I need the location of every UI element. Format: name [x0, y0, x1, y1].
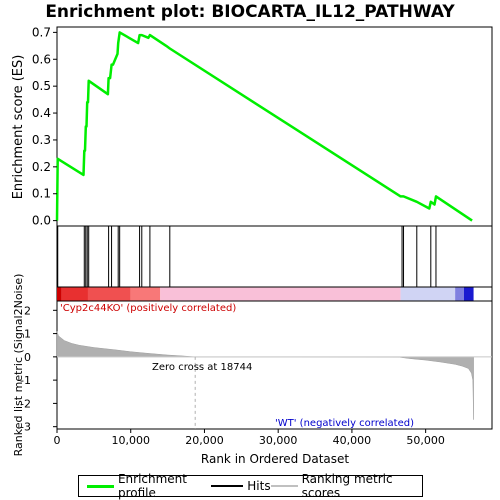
heatmap-segment: [87, 287, 131, 301]
legend: Enrichment profile Hits Ranking metric s…: [78, 472, 423, 500]
correlation-heatmap-bar: [57, 287, 474, 301]
positive-correlation-label: 'Cyp2c44KO' (positively correlated): [60, 303, 236, 314]
heatmap-segment: [57, 287, 62, 301]
metric-y-tick-label: 1: [24, 328, 31, 341]
heatmap-segment: [400, 287, 456, 301]
metric-y-tick-label: -3: [20, 421, 31, 434]
zero-cross-label: Zero cross at 18744: [152, 362, 252, 373]
x-tick-label: 50,000: [406, 434, 445, 447]
legend-item-enrichment-profile: Enrichment profile: [87, 472, 211, 500]
legend-metric-swatch: [270, 485, 298, 487]
hits-panel-frame: [56, 225, 493, 288]
hits-layer: [57, 226, 437, 287]
legend-item-ranking-metric: Ranking metric scores: [270, 472, 414, 500]
x-tick-label: 0: [54, 434, 61, 447]
es-panel-frame: [56, 26, 493, 227]
x-axis-label: Rank in Ordered Dataset: [201, 452, 349, 466]
es-y-tick-label: 0.6: [32, 52, 51, 66]
enrichment-layer: [55, 31, 473, 222]
heatmap-segment: [455, 287, 464, 301]
metric-y-tick-label: 2: [24, 304, 31, 317]
metric-y-tick-label: 0: [24, 351, 31, 364]
heatmap-segment: [61, 287, 88, 301]
es-y-tick-label: 0.4: [32, 106, 51, 120]
metric-layer: [56, 331, 492, 429]
legend-metric-label: Ranking metric scores: [301, 472, 393, 500]
enrichment-profile-line: [55, 31, 473, 222]
legend-enrichment-label: Enrichment profile: [117, 472, 187, 500]
x-tick-label: 40,000: [333, 434, 372, 447]
legend-enrichment-swatch: [87, 484, 114, 488]
heatmap-segment: [130, 287, 161, 301]
negative-correlation-label: 'WT' (negatively correlated): [275, 418, 414, 429]
x-tick-label: 10,000: [111, 434, 150, 447]
chart-title: Enrichment plot: BIOCARTA_IL12_PATHWAY: [45, 2, 455, 22]
x-tick-label: 20,000: [185, 434, 224, 447]
x-tick-label: 30,000: [259, 434, 298, 447]
es-y-axis-label: Enrichment score (ES): [11, 55, 26, 200]
axes-layer: 0.0 0.1 0.2 0.3 0.4 0.5 0.6 0.7 -3 -2 -1 0 1 2 0 10,000…: [20, 25, 445, 447]
es-y-tick-label: 0.2: [32, 160, 51, 174]
es-y-tick-label: 0.1: [32, 187, 51, 201]
legend-hits-swatch: [211, 485, 244, 487]
es-y-tick-label: 0.7: [32, 25, 51, 39]
metric-panel-frame: [56, 300, 493, 430]
heatmap-segment: [160, 287, 401, 301]
legend-item-hits: Hits: [211, 479, 271, 493]
metric-y-tick-label: -1: [20, 374, 31, 387]
es-y-tick-label: 0.0: [32, 214, 51, 228]
legend-hits-label: Hits: [247, 479, 271, 493]
es-y-tick-label: 0.3: [32, 133, 51, 147]
es-y-tick-label: 0.5: [32, 79, 51, 93]
metric-y-tick-label: -2: [20, 397, 31, 410]
metric-y-axis-label: Ranked list metric (Signal2Noise): [12, 274, 25, 457]
heatmap-segment: [463, 287, 474, 301]
